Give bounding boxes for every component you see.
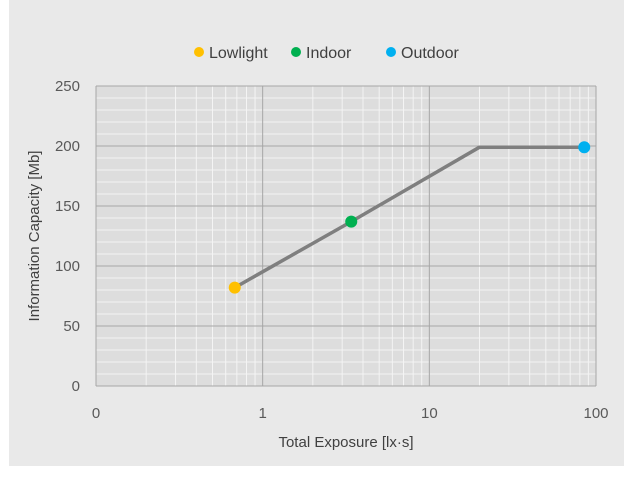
minor-gridlines — [96, 86, 596, 386]
data-markers — [228, 141, 591, 294]
y-tick-label: 50 — [63, 318, 80, 335]
data-point-indoor — [345, 215, 358, 228]
plot-background — [96, 86, 596, 386]
legend-label-lowlight: Lowlight — [209, 45, 268, 62]
x-tick-label: 10 — [421, 405, 438, 422]
x-tick-label: 100 — [583, 405, 608, 422]
legend-label-indoor: Indoor — [306, 45, 352, 62]
y-tick-labels: 0 50 100 150 200 250 — [55, 78, 80, 395]
legend-item-indoor: Indoor — [291, 45, 352, 62]
x-tick-label: 1 — [258, 405, 266, 422]
y-tick-label: 200 — [55, 138, 80, 155]
trend-line-group — [233, 145, 585, 290]
y-tick-label: 100 — [55, 258, 80, 275]
y-tick-label: 250 — [55, 78, 80, 95]
legend-item-outdoor: Outdoor — [386, 45, 459, 62]
data-point-outdoor — [578, 141, 591, 154]
legend-label-outdoor: Outdoor — [401, 45, 459, 62]
data-point-lowlight — [228, 281, 241, 294]
x-axis-title: Total Exposure [lx·s] — [278, 434, 413, 451]
legend-item-lowlight: Lowlight — [194, 45, 268, 62]
legend-marker-lowlight — [194, 47, 204, 57]
major-gridlines — [95, 85, 597, 387]
y-tick-label: 150 — [55, 198, 80, 215]
y-axis-title: Information Capacity [Mb] — [26, 151, 43, 322]
plot-area — [95, 85, 597, 387]
chart-svg: Lowlight Indoor Outdoor 0 50 100 150 200 250 0 1… — [26, 45, 609, 451]
legend: Lowlight Indoor Outdoor — [194, 45, 459, 62]
x-tick-label: 0 — [92, 405, 100, 422]
legend-marker-indoor — [291, 47, 301, 57]
x-tick-labels: 0 1 10 100 — [92, 405, 609, 422]
legend-marker-outdoor — [386, 47, 396, 57]
y-tick-label: 0 — [72, 378, 80, 395]
chart-area: Lowlight Indoor Outdoor 0 50 100 150 200 250 0 1… — [9, 0, 624, 466]
trend-line — [233, 145, 585, 290]
